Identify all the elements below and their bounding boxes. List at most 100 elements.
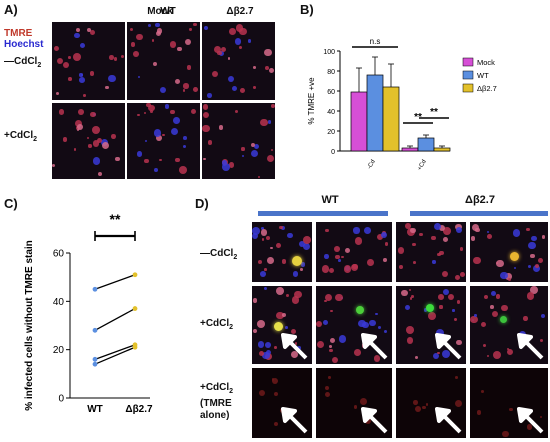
cell-dot (153, 168, 158, 173)
cell-dot (480, 321, 487, 328)
cell-dot (415, 406, 422, 413)
cell-dot (212, 70, 219, 77)
point-mutant (132, 306, 138, 311)
cell-dot (266, 257, 274, 265)
cell-dot (177, 46, 183, 52)
bar-WT (366, 74, 384, 152)
cell-dot (271, 378, 278, 385)
cell-dot (129, 28, 133, 32)
cell-dot (413, 399, 419, 405)
cell-dot (259, 271, 266, 278)
cell-dot (353, 227, 360, 234)
micrograph-d-mut1-minus (396, 222, 466, 282)
cell-dot (526, 227, 530, 232)
cell-dot (486, 355, 490, 358)
panel-a-letter: A) (4, 2, 18, 17)
cell-dot (527, 265, 531, 269)
cell-dot (105, 85, 109, 90)
cell-dot (324, 254, 329, 259)
cell-dot (329, 309, 333, 313)
significance-label: n.s (370, 37, 381, 46)
cell-dot (367, 258, 374, 266)
point-wt (92, 356, 98, 362)
cell-dot (251, 150, 259, 158)
cell-dot (164, 104, 170, 109)
y-tick-label: 100 (323, 49, 335, 56)
cell-dot (377, 233, 384, 240)
cell-dot (297, 346, 302, 350)
cell-dot (338, 335, 347, 343)
cell-dot (58, 109, 65, 115)
cell-dot (364, 417, 372, 425)
cell-dot (269, 68, 275, 74)
highlighted-cell (274, 322, 283, 331)
micrograph-d-mut2-tmre (470, 368, 548, 438)
cell-dot (425, 403, 429, 406)
cell-dot (189, 28, 192, 31)
cell-dot (179, 166, 187, 175)
panel-d-header-bar-wt (258, 211, 388, 216)
cell-dot (202, 157, 206, 161)
y-tick-label: 60 (327, 89, 335, 96)
cell-dot (509, 407, 514, 412)
cell-dot (96, 137, 103, 144)
cell-dot (257, 260, 262, 265)
cell-dot (459, 246, 464, 251)
cell-dot (274, 421, 279, 427)
cell-dot (89, 71, 95, 76)
cell-dot (217, 50, 222, 56)
cell-dot (495, 259, 504, 268)
cell-dot (353, 404, 358, 409)
panel-b-letter: B) (300, 2, 314, 17)
micrograph-a-wt-plus (127, 103, 200, 179)
cell-dot (531, 235, 537, 242)
cell-dot (324, 299, 327, 303)
cell-dot (97, 171, 103, 177)
cell-dot (68, 77, 72, 81)
cell-dot (325, 392, 331, 398)
cell-dot (213, 46, 221, 54)
cell-dot (482, 344, 486, 348)
micrograph-d-wt2-minus (316, 222, 392, 282)
cell-dot (513, 266, 516, 269)
cell-dot (160, 87, 167, 94)
legend-entry: Δβ2.7 (477, 84, 497, 93)
cell-dot (271, 149, 274, 152)
cell-dot (90, 30, 96, 36)
arrow-icon (435, 333, 462, 360)
micrograph-a-mock-minus (52, 22, 125, 100)
point-wt (92, 361, 98, 367)
micrograph-a-wt-minus (127, 22, 200, 100)
cell-dot (456, 339, 462, 345)
cell-dot (493, 351, 502, 360)
x-tick-label: WT (87, 404, 103, 415)
cell-dot (484, 294, 489, 299)
micrograph-d-mut1-plus (396, 286, 466, 364)
panel-b-bar-chart: 0 20 40 60 80 100 % TMRE +ve -Cd +Cd n.s ** ** Mock W… (307, 37, 497, 172)
cell-dot (113, 57, 117, 61)
cell-dot (285, 326, 289, 330)
cell-dot (76, 27, 81, 32)
cell-dot (341, 255, 344, 258)
cell-dot (412, 243, 416, 247)
panel-a-col-mock: Mock (147, 6, 173, 17)
cell-dot (533, 264, 541, 272)
micrograph-d-wt1-tmre (252, 368, 312, 438)
cell-dot (79, 42, 86, 49)
cell-dot (294, 342, 298, 345)
cell-dot (257, 341, 265, 348)
cell-dot (428, 311, 437, 320)
cell-dot (290, 328, 297, 335)
cell-dot (350, 264, 358, 272)
cell-dot (91, 125, 100, 134)
cell-dot (273, 391, 279, 397)
cell-dot (174, 79, 180, 85)
cell-dot (273, 345, 277, 349)
cell-dot (409, 288, 412, 291)
cell-dot (404, 304, 411, 311)
cell-dot (323, 320, 329, 326)
cell-dot (539, 338, 543, 342)
cell-dot (499, 271, 508, 280)
cell-dot (265, 235, 271, 240)
cell-dot (490, 305, 494, 309)
